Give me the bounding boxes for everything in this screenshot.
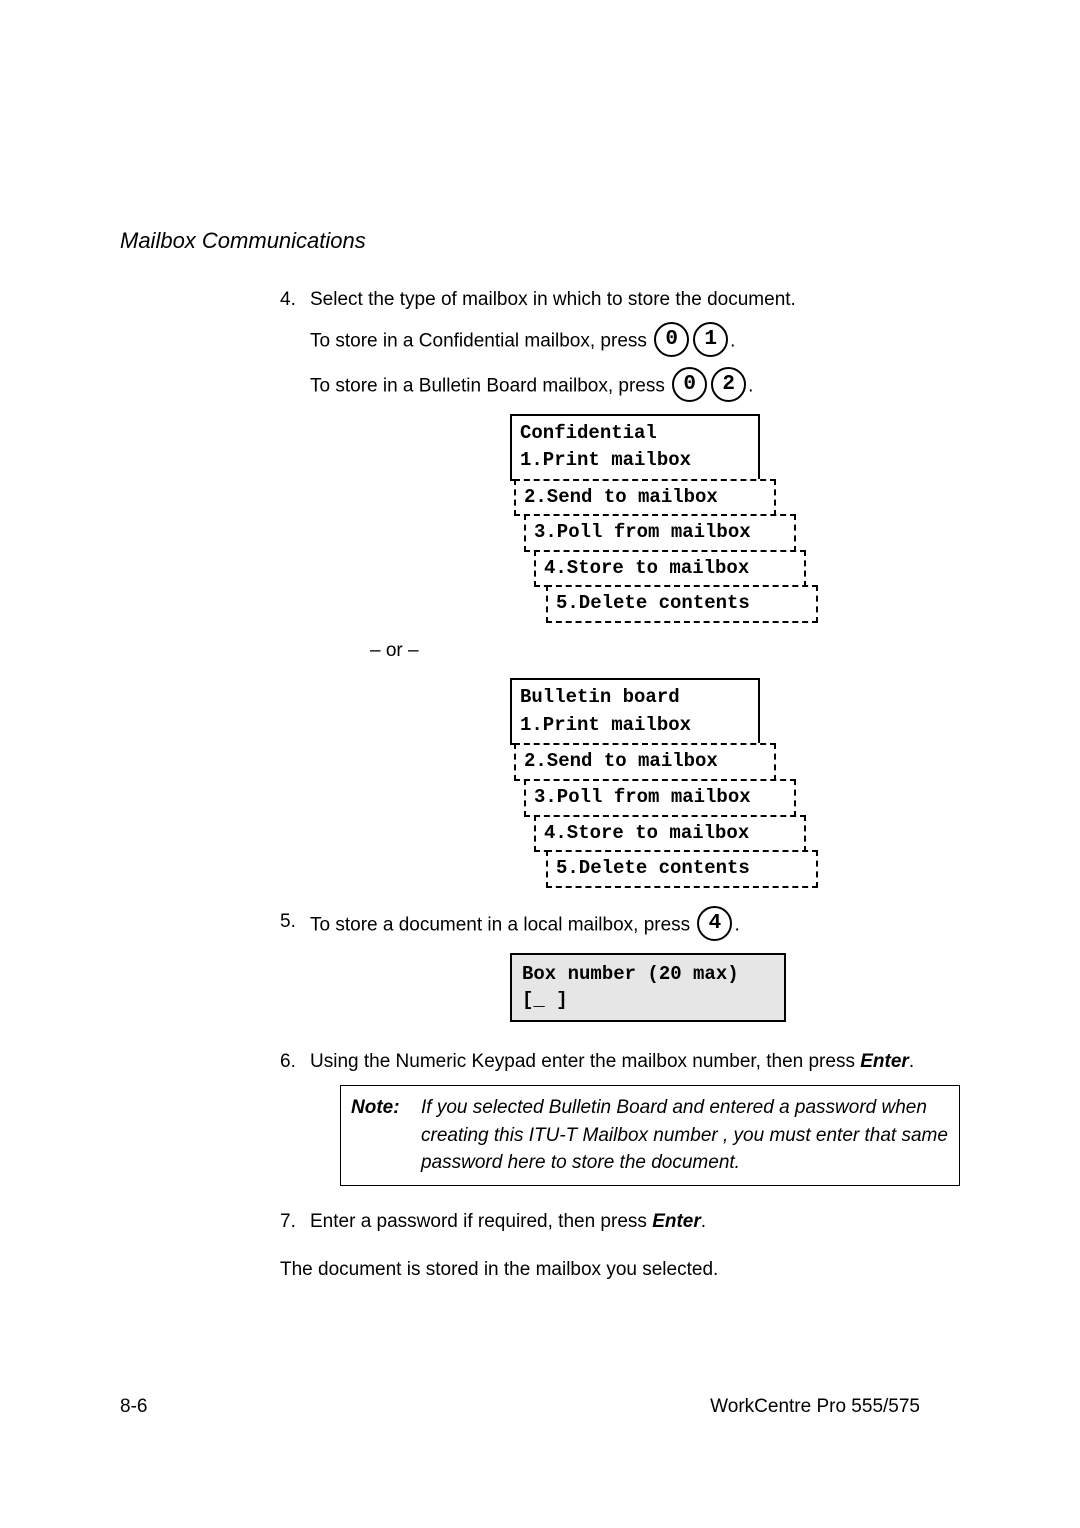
- step-5-pre: To store a document in a local mailbox, …: [310, 914, 695, 935]
- step-5-body: To store a document in a local mailbox, …: [310, 908, 960, 1038]
- product-name: WorkCentre Pro 555/575: [710, 1396, 920, 1418]
- lcd-line-1: Confidential: [520, 420, 750, 448]
- lcd-option-5: 5.Delete contents: [546, 850, 818, 888]
- section-title: Mailbox Communications: [120, 228, 960, 254]
- step-6-body: Using the Numeric Keypad enter the mailb…: [310, 1048, 960, 1198]
- enter-label: Enter: [652, 1211, 701, 1232]
- step-6-text: Using the Numeric Keypad enter the mailb…: [310, 1048, 960, 1076]
- lcd-screen: Bulletin board 1.Print mailbox: [510, 678, 760, 745]
- step-5: 5. To store a document in a local mailbo…: [280, 908, 960, 1038]
- lcd-option-4: 4.Store to mailbox: [534, 550, 806, 588]
- note-box: Note: If you selected Bulletin Board and…: [340, 1085, 960, 1186]
- lcd-option-2: 2.Send to mailbox: [514, 743, 776, 781]
- lcd-box-number: Box number (20 max) [_ ]: [510, 953, 786, 1022]
- step-7: 7. Enter a password if required, then pr…: [280, 1208, 960, 1246]
- lcd-line-2: 1.Print mailbox: [520, 712, 750, 740]
- lcd-stack: Confidential 1.Print mailbox 2.Send to m…: [510, 414, 818, 623]
- lcd-option-3: 3.Poll from mailbox: [524, 514, 796, 552]
- step-6-number: 6.: [280, 1048, 310, 1198]
- lcd-stack: Bulletin board 1.Print mailbox 2.Send to…: [510, 678, 818, 887]
- key-0-icon: 0: [672, 367, 707, 402]
- lcd-bulletin: Bulletin board 1.Print mailbox 2.Send to…: [510, 678, 960, 887]
- period: .: [748, 375, 753, 396]
- step-5-number: 5.: [280, 908, 310, 1038]
- enter-label: Enter: [860, 1051, 909, 1072]
- step-7-text: Enter a password if required, then press…: [310, 1208, 960, 1236]
- lcd-line-1: Bulletin board: [520, 684, 750, 712]
- step-7-body: Enter a password if required, then press…: [310, 1208, 960, 1246]
- step-5-text: To store a document in a local mailbox, …: [310, 908, 960, 943]
- period: .: [734, 914, 739, 935]
- lcd-boxnum-line-1: Box number (20 max): [522, 961, 774, 988]
- step-4: 4. Select the type of mailbox in which t…: [280, 286, 960, 898]
- step-6-pre: Using the Numeric Keypad enter the mailb…: [310, 1051, 860, 1072]
- lcd-option-3: 3.Poll from mailbox: [524, 779, 796, 817]
- lcd-screen: Confidential 1.Print mailbox: [510, 414, 760, 481]
- step-list: 4. Select the type of mailbox in which t…: [280, 286, 960, 1246]
- lcd-option-5: 5.Delete contents: [546, 585, 818, 623]
- step-4-body: Select the type of mailbox in which to s…: [310, 286, 960, 898]
- note-text: If you selected Bulletin Board and enter…: [421, 1094, 949, 1177]
- step-6: 6. Using the Numeric Keypad enter the ma…: [280, 1048, 960, 1198]
- or-separator: – or –: [370, 637, 960, 665]
- step-4-confidential-line: To store in a Confidential mailbox, pres…: [310, 324, 960, 359]
- step-4-bulletin-line: To store in a Bulletin Board mailbox, pr…: [310, 369, 960, 404]
- lcd-option-4: 4.Store to mailbox: [534, 815, 806, 853]
- step-4-text: Select the type of mailbox in which to s…: [310, 286, 960, 314]
- step-7-number: 7.: [280, 1208, 310, 1246]
- lcd-line-2: 1.Print mailbox: [520, 447, 750, 475]
- lcd-confidential: Confidential 1.Print mailbox 2.Send to m…: [510, 414, 960, 623]
- key-4-icon: 4: [697, 906, 732, 941]
- lcd-option-2: 2.Send to mailbox: [514, 479, 776, 517]
- page: Mailbox Communications 4. Select the typ…: [0, 0, 1080, 1528]
- key-2-icon: 2: [711, 367, 746, 402]
- page-number: 8-6: [120, 1396, 147, 1418]
- key-0-icon: 0: [654, 322, 689, 357]
- step-7-pre: Enter a password if required, then press: [310, 1211, 652, 1232]
- step-4-number: 4.: [280, 286, 310, 898]
- key-1-icon: 1: [693, 322, 728, 357]
- period: .: [730, 330, 735, 351]
- content-area: 4. Select the type of mailbox in which t…: [280, 286, 960, 1283]
- period: .: [701, 1211, 706, 1232]
- page-footer: 8-6 WorkCentre Pro 555/575: [120, 1396, 920, 1418]
- period: .: [909, 1051, 914, 1072]
- closing-text: The document is stored in the mailbox yo…: [280, 1256, 960, 1284]
- note-label: Note:: [351, 1094, 421, 1177]
- step-4-conf-pre: To store in a Confidential mailbox, pres…: [310, 330, 652, 351]
- step-4-bull-pre: To store in a Bulletin Board mailbox, pr…: [310, 375, 670, 396]
- lcd-boxnum-line-2: [_ ]: [522, 987, 774, 1014]
